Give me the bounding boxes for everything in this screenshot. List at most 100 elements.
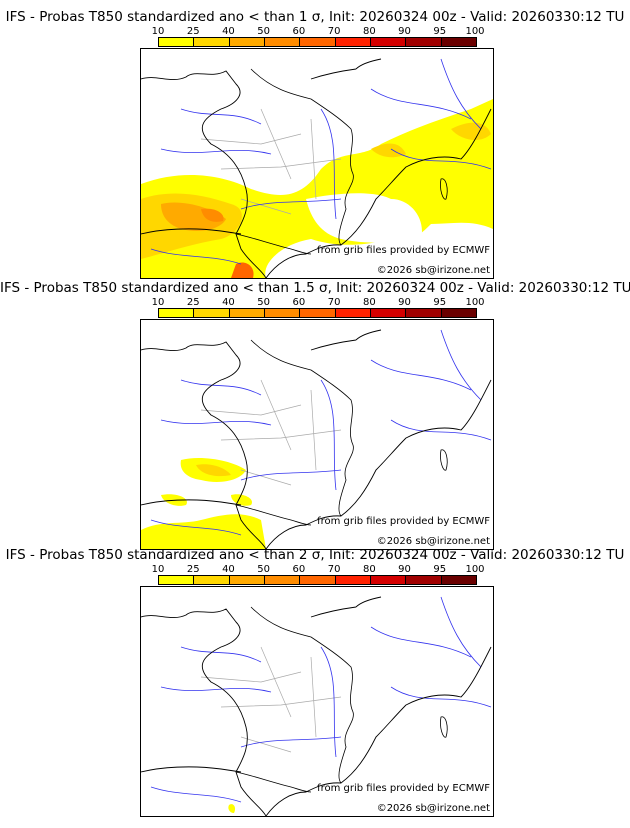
region-borders xyxy=(200,379,342,486)
panel-title: IFS - Probas T850 standardized ano < tha… xyxy=(0,280,630,296)
colorbar-tick: 100 xyxy=(465,297,485,308)
colorbar-cell xyxy=(406,576,442,584)
probability-area xyxy=(371,143,406,158)
probability-area xyxy=(196,464,231,477)
map-area: from grib files provided by ECMWF ©2026 … xyxy=(140,586,494,817)
map-svg xyxy=(141,596,492,816)
river xyxy=(390,686,492,708)
river xyxy=(390,148,492,170)
colorbar-tick: 80 xyxy=(362,564,376,575)
colorbar-tick: 70 xyxy=(327,297,341,308)
colorbar-tick: 25 xyxy=(186,26,200,37)
colorbar-ticks: 10 25 40 50 60 70 80 90 95 100 xyxy=(152,564,485,575)
colorbar-tick: 40 xyxy=(222,26,235,37)
colorbar-tick: 10 xyxy=(151,564,165,575)
corsica xyxy=(440,178,448,200)
map-area: from grib files provided by ECMWF ©2026 … xyxy=(140,48,494,279)
colorbar-cell xyxy=(194,576,230,584)
river xyxy=(240,198,342,210)
colorbar-cell xyxy=(406,38,442,46)
probability-area xyxy=(141,514,266,549)
probability-area xyxy=(451,122,491,141)
colorbar-cell xyxy=(194,309,230,317)
map-panel: IFS - Probas T850 standardized ano < tha… xyxy=(0,9,630,279)
colorbar-tick: 10 xyxy=(151,297,165,308)
colorbar-tick: 70 xyxy=(327,564,341,575)
colorbar-cell xyxy=(370,309,407,317)
colorbar-cell xyxy=(406,309,442,317)
colorbar-tick: 50 xyxy=(257,26,271,37)
copyright-credit: ©2026 sb@irizone.net xyxy=(376,265,490,276)
river xyxy=(180,108,262,125)
river xyxy=(320,646,337,758)
colorbar xyxy=(158,37,477,47)
colorbar-cell xyxy=(370,38,407,46)
river xyxy=(150,248,242,265)
river xyxy=(160,686,272,693)
country-border xyxy=(235,606,354,793)
river xyxy=(370,626,472,658)
colorbar-tick: 50 xyxy=(257,564,271,575)
colorbar-tick: 50 xyxy=(257,297,271,308)
colorbar-cell xyxy=(229,576,265,584)
river xyxy=(180,379,262,396)
river xyxy=(390,419,492,441)
probability-area xyxy=(228,804,236,813)
colorbar-tick: 95 xyxy=(433,26,447,37)
colorbar-cell xyxy=(264,309,301,317)
colorbar-cell xyxy=(370,576,407,584)
map-panel: IFS - Probas T850 standardized ano < tha… xyxy=(0,547,630,817)
colorbar-cell xyxy=(335,309,371,317)
colorbar-tick: 90 xyxy=(398,297,411,308)
coastline xyxy=(141,58,492,278)
panel-title: IFS - Probas T850 standardized ano < tha… xyxy=(5,547,625,563)
panel-title: IFS - Probas T850 standardized ano < tha… xyxy=(5,9,625,25)
colorbar-cell xyxy=(194,38,230,46)
colorbar-cell xyxy=(159,38,195,46)
river xyxy=(440,329,482,401)
river xyxy=(160,419,272,426)
colorbar-cell xyxy=(229,38,265,46)
map-svg xyxy=(141,58,493,278)
colorbar-cell xyxy=(264,38,301,46)
colorbar-cell xyxy=(159,309,195,317)
colorbar-tick: 100 xyxy=(465,26,485,37)
colorbar-cell xyxy=(229,309,265,317)
probability-area xyxy=(231,494,252,506)
river xyxy=(150,519,242,536)
colorbar-cell xyxy=(264,576,301,584)
colorbar-cell xyxy=(441,309,476,317)
colorbar xyxy=(158,575,477,585)
probability-area xyxy=(201,208,224,222)
colorbar-cell xyxy=(335,38,371,46)
colorbar-tick: 90 xyxy=(398,564,411,575)
colorbar-tick: 25 xyxy=(186,564,200,575)
colorbar-cell xyxy=(300,576,336,584)
colorbar-ticks: 10 25 40 50 60 70 80 90 95 100 xyxy=(152,297,485,308)
colorbar-tick: 10 xyxy=(151,26,165,37)
map-panel: IFS - Probas T850 standardized ano < tha… xyxy=(0,280,630,550)
source-credit: from grib files provided by ECMWF xyxy=(317,245,490,256)
colorbar-cell xyxy=(159,576,195,584)
coastline xyxy=(141,329,492,549)
colorbar-tick: 25 xyxy=(186,297,200,308)
river xyxy=(160,148,272,155)
colorbar-tick: 60 xyxy=(292,297,306,308)
colorbar-cell xyxy=(300,38,336,46)
river xyxy=(180,646,262,663)
region-borders xyxy=(200,646,342,753)
colorbar-tick: 90 xyxy=(398,26,411,37)
coastline xyxy=(141,596,492,816)
colorbar xyxy=(158,308,477,318)
colorbar-tick: 95 xyxy=(433,297,447,308)
river xyxy=(320,108,337,220)
corsica xyxy=(440,449,448,471)
river xyxy=(240,736,342,748)
colorbar-tick: 80 xyxy=(362,26,376,37)
river xyxy=(150,786,242,803)
colorbar-ticks: 10 25 40 50 60 70 80 90 95 100 xyxy=(152,26,485,37)
river xyxy=(320,379,337,491)
source-credit: from grib files provided by ECMWF xyxy=(317,783,490,794)
colorbar-tick: 60 xyxy=(292,564,306,575)
probability-area xyxy=(161,202,226,231)
